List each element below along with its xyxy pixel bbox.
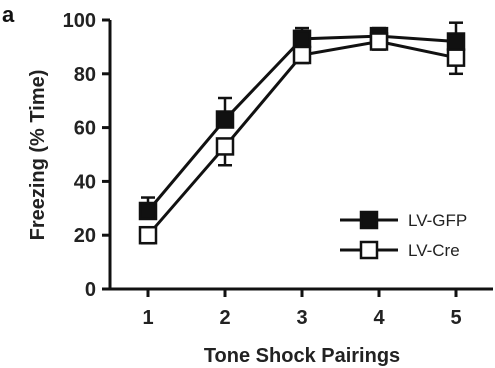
data-point bbox=[292, 29, 312, 49]
legend-label: LV-Cre bbox=[408, 241, 460, 260]
data-point bbox=[138, 225, 158, 245]
panel-label: a bbox=[2, 2, 15, 27]
x-tick-label: 2 bbox=[219, 307, 230, 329]
data-point bbox=[446, 32, 466, 51]
series-1 bbox=[138, 32, 466, 245]
legend-label: LV-GFP bbox=[408, 211, 467, 230]
y-tick-label: 60 bbox=[74, 118, 96, 140]
legend-marker bbox=[359, 210, 379, 230]
series-layer bbox=[138, 21, 466, 245]
data-point bbox=[215, 110, 235, 129]
legend: LV-GFP LV-Cre bbox=[340, 210, 467, 260]
data-point bbox=[292, 45, 312, 65]
data-point bbox=[215, 137, 235, 156]
legend-marker bbox=[359, 240, 379, 260]
y-tick-label: 80 bbox=[74, 64, 96, 86]
y-tick-label: 100 bbox=[63, 10, 96, 32]
data-point bbox=[446, 48, 466, 67]
data-point bbox=[138, 201, 158, 221]
y-tick-label: 0 bbox=[85, 279, 96, 301]
x-tick-label: 4 bbox=[373, 307, 385, 329]
x-axis-title: Tone Shock Pairings bbox=[204, 345, 400, 367]
x-tick-label: 3 bbox=[296, 307, 307, 329]
data-point bbox=[369, 32, 389, 51]
series-line bbox=[146, 39, 457, 237]
x-tick-label: 1 bbox=[142, 307, 153, 329]
axes: 0 20 40 60 80 100 1 2 3 4 5 bbox=[63, 10, 493, 329]
x-tick-label: 5 bbox=[450, 307, 461, 329]
y-tick-label: 20 bbox=[74, 225, 96, 247]
y-tick-label: 40 bbox=[74, 171, 96, 193]
y-axis-title: Freezing (% Time) bbox=[27, 70, 49, 241]
